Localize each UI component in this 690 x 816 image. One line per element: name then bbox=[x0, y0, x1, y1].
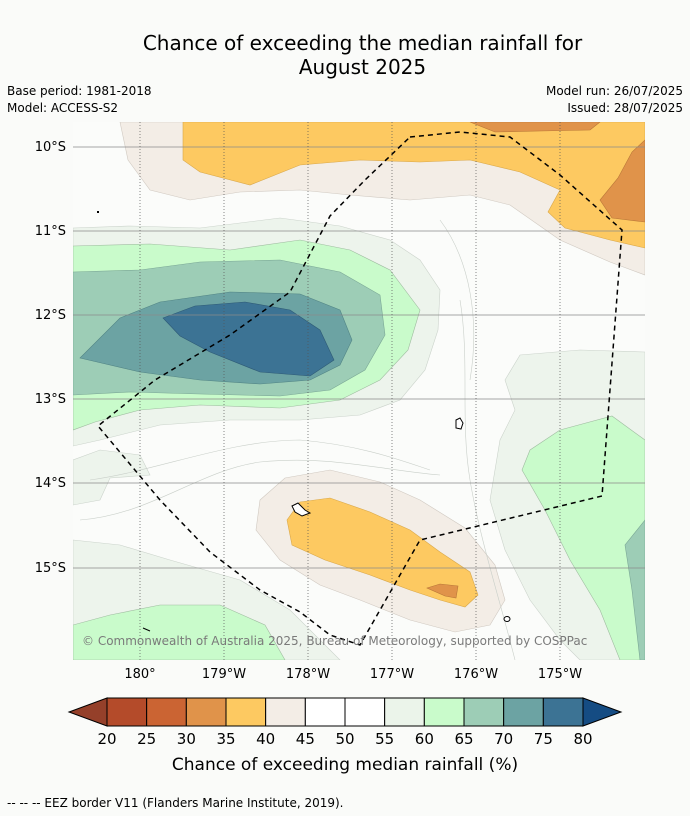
colorbar-cell bbox=[463, 697, 505, 727]
colorbar-cell bbox=[542, 697, 584, 727]
meta-right: Model run: 26/07/2025 Issued: 28/07/2025 bbox=[546, 83, 683, 117]
colorbar-cell bbox=[503, 697, 544, 727]
contour-55-60-west bbox=[73, 449, 151, 506]
lon-label-175w: 175°W bbox=[538, 667, 582, 682]
base-period: Base period: 1981-2018 bbox=[7, 84, 152, 98]
latitude-labels: 10°S 11°S 12°S 13°S 14°S 15°S bbox=[35, 140, 66, 576]
model-run: Model run: 26/07/2025 bbox=[545, 84, 683, 98]
lat-label-10s: 10°S bbox=[35, 140, 66, 155]
colorbar-tick-label: 60 bbox=[415, 730, 434, 748]
colorbar-tick-label: 35 bbox=[216, 730, 235, 748]
copyright-notice: © Commonwealth of Australia 2025, Bureau… bbox=[82, 634, 587, 648]
lon-label-180: 180° bbox=[124, 667, 155, 682]
title-line-2: August 2025 bbox=[298, 55, 427, 79]
island-south-shore bbox=[142, 627, 151, 632]
colorbar-tick-label: 25 bbox=[137, 730, 156, 748]
colorbar-cell bbox=[225, 697, 267, 727]
longitude-labels: 180° 179°W 178°W 177°W 176°W 175°W bbox=[124, 667, 582, 682]
lat-label-12s: 12°S bbox=[35, 308, 66, 323]
contour-65-70-east bbox=[624, 519, 645, 660]
colorbar-tick-label: 80 bbox=[573, 730, 592, 748]
contour-30-35-south bbox=[426, 583, 459, 599]
colorbar-cell bbox=[146, 697, 187, 727]
island-north-west bbox=[97, 211, 99, 213]
colorbar-cells bbox=[106, 697, 584, 727]
colorbar-tick-label: 20 bbox=[97, 730, 116, 748]
island-east bbox=[455, 417, 464, 430]
colorbar-tick-label: 30 bbox=[177, 730, 196, 748]
colorbar-cell bbox=[384, 697, 425, 727]
contour-35-40-top bbox=[182, 122, 645, 249]
colorbar-tick-label: 75 bbox=[534, 730, 553, 748]
colorbar-tick-label: 50 bbox=[335, 730, 354, 748]
lon-label-177w: 177°W bbox=[370, 667, 414, 682]
model-name: Model: ACCESS-S2 bbox=[7, 101, 119, 115]
contour-75-80 bbox=[162, 301, 335, 377]
map-panel: © Commonwealth of Australia 2025, Bureau… bbox=[73, 122, 645, 660]
latitude-gridlines bbox=[73, 146, 645, 569]
island-south-west bbox=[291, 502, 312, 517]
lon-label-176w: 176°W bbox=[454, 667, 498, 682]
colorbar-tick-label: 55 bbox=[375, 730, 394, 748]
lon-label-178w: 178°W bbox=[286, 667, 330, 682]
map-title: Chance of exceeding the median rainfall … bbox=[0, 31, 690, 79]
eez-footnote: -- -- -- EEZ border V11 (Flanders Marine… bbox=[7, 796, 344, 810]
colorbar-tick-label: 40 bbox=[256, 730, 275, 748]
colorbar-tick-label: 65 bbox=[454, 730, 473, 748]
lat-label-11s: 11°S bbox=[35, 224, 66, 239]
colorbar-label: Chance of exceeding median rainfall (%) bbox=[172, 755, 518, 775]
island-south-east bbox=[503, 616, 511, 622]
contour-30-35-top-right bbox=[599, 139, 645, 223]
contour-35-40-south bbox=[286, 497, 479, 608]
colorbar-tick-label: 45 bbox=[296, 730, 315, 748]
eez-border bbox=[96, 131, 623, 646]
colorbar-cell bbox=[106, 697, 148, 727]
colorbar-over-arrow bbox=[582, 697, 623, 727]
colorbar-under-arrow bbox=[67, 697, 108, 727]
lat-label-15s: 15°S bbox=[35, 561, 66, 576]
lat-label-14s: 14°S bbox=[35, 476, 66, 491]
meta-left: Base period: 1981-2018 Model: ACCESS-S2 bbox=[7, 83, 152, 117]
issued-date: Issued: 28/07/2025 bbox=[567, 101, 683, 115]
colorbar-cell bbox=[344, 697, 386, 727]
colorbar-tick-labels: 20 25 30 35 40 45 50 55 60 65 70 75 80 bbox=[97, 730, 592, 748]
colorbar-tick-label: 70 bbox=[494, 730, 513, 748]
title-line-1: Chance of exceeding the median rainfall … bbox=[142, 31, 583, 55]
lat-label-13s: 13°S bbox=[35, 392, 66, 407]
contour-30-35-top-center bbox=[469, 122, 601, 133]
colorbar-cell bbox=[423, 697, 465, 727]
lon-label-179w: 179°W bbox=[202, 667, 246, 682]
colorbar-cell bbox=[304, 697, 346, 727]
faint-contours bbox=[79, 219, 516, 660]
contour-60-65-south bbox=[73, 604, 286, 660]
colorbar-cell bbox=[265, 697, 306, 727]
colorbar: 20 25 30 35 40 45 50 55 60 65 70 75 80 Chance of exc… bbox=[67, 697, 623, 775]
colorbar-cell bbox=[185, 697, 227, 727]
